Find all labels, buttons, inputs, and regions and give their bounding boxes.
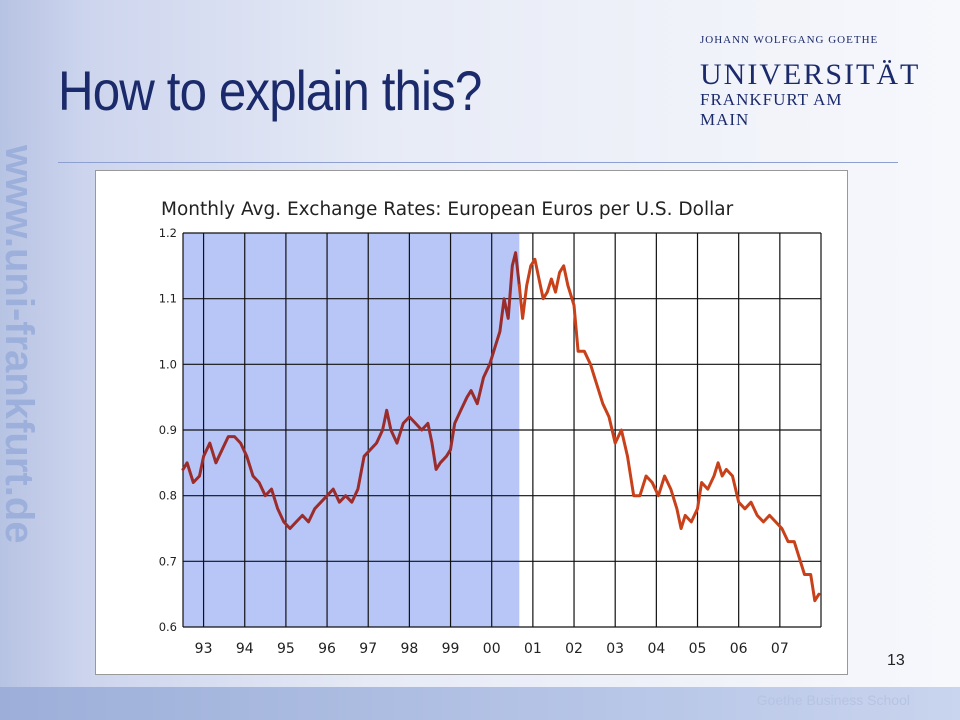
x-tick-label: 97 xyxy=(359,641,377,657)
title-divider xyxy=(58,162,898,163)
x-axis-ticks: 93 94 95 96 97 98 99 00 01 02 03 04 05 06 07 xyxy=(195,641,789,657)
x-tick-label: 96 xyxy=(318,641,336,657)
chart-frame: Monthly Avg. Exchange Rates: European Eu… xyxy=(95,170,848,675)
page-number: 13 xyxy=(887,652,905,669)
x-tick-label: 98 xyxy=(400,641,418,657)
y-tick-label: 0.7 xyxy=(159,554,177,568)
x-tick-label: 94 xyxy=(236,641,254,657)
exchange-rate-chart: Monthly Avg. Exchange Rates: European Eu… xyxy=(95,170,848,675)
x-tick-label: 95 xyxy=(277,641,295,657)
side-url-text: www.uni-frankfurt.de xyxy=(0,145,41,544)
y-axis-ticks: 0.6 0.7 0.8 0.9 1.0 1.1 1.2 xyxy=(159,226,177,634)
x-tick-label: 05 xyxy=(689,641,707,657)
x-tick-label: 93 xyxy=(195,641,213,657)
side-url-watermark: www.uni-frankfurt.de xyxy=(0,145,41,544)
slide-title: How to explain this? xyxy=(58,59,482,122)
y-tick-label: 0.6 xyxy=(159,620,177,634)
chart-title: Monthly Avg. Exchange Rates: European Eu… xyxy=(161,199,734,220)
x-tick-label: 00 xyxy=(483,641,501,657)
x-tick-label: 07 xyxy=(771,641,789,657)
y-tick-label: 1.1 xyxy=(159,292,177,306)
y-tick-label: 1.0 xyxy=(159,357,177,371)
university-logo: JOHANN WOLFGANG GOETHE UNIVERSITÄT FRANK… xyxy=(700,24,921,129)
logo-line-3: FRANKFURT AM MAIN xyxy=(700,90,843,129)
footer-bar xyxy=(0,687,960,720)
series-line-1 xyxy=(181,251,521,530)
x-tick-label: 01 xyxy=(524,641,542,657)
x-tick-label: 03 xyxy=(606,641,624,657)
logo-line-1: JOHANN WOLFGANG GOETHE xyxy=(700,34,879,46)
series-line-2 xyxy=(517,257,821,603)
x-tick-label: 06 xyxy=(730,641,748,657)
chart-grid xyxy=(182,232,822,628)
x-tick-label: 99 xyxy=(442,641,460,657)
y-tick-label: 1.2 xyxy=(159,226,177,240)
x-tick-label: 02 xyxy=(565,641,583,657)
x-tick-label: 04 xyxy=(647,641,665,657)
y-tick-label: 0.9 xyxy=(159,423,177,437)
logo-line-2: UNIVERSITÄT xyxy=(700,58,921,91)
chart-lines xyxy=(181,251,821,603)
y-tick-label: 0.8 xyxy=(159,489,177,503)
footer-text: Goethe Business School xyxy=(756,692,910,708)
